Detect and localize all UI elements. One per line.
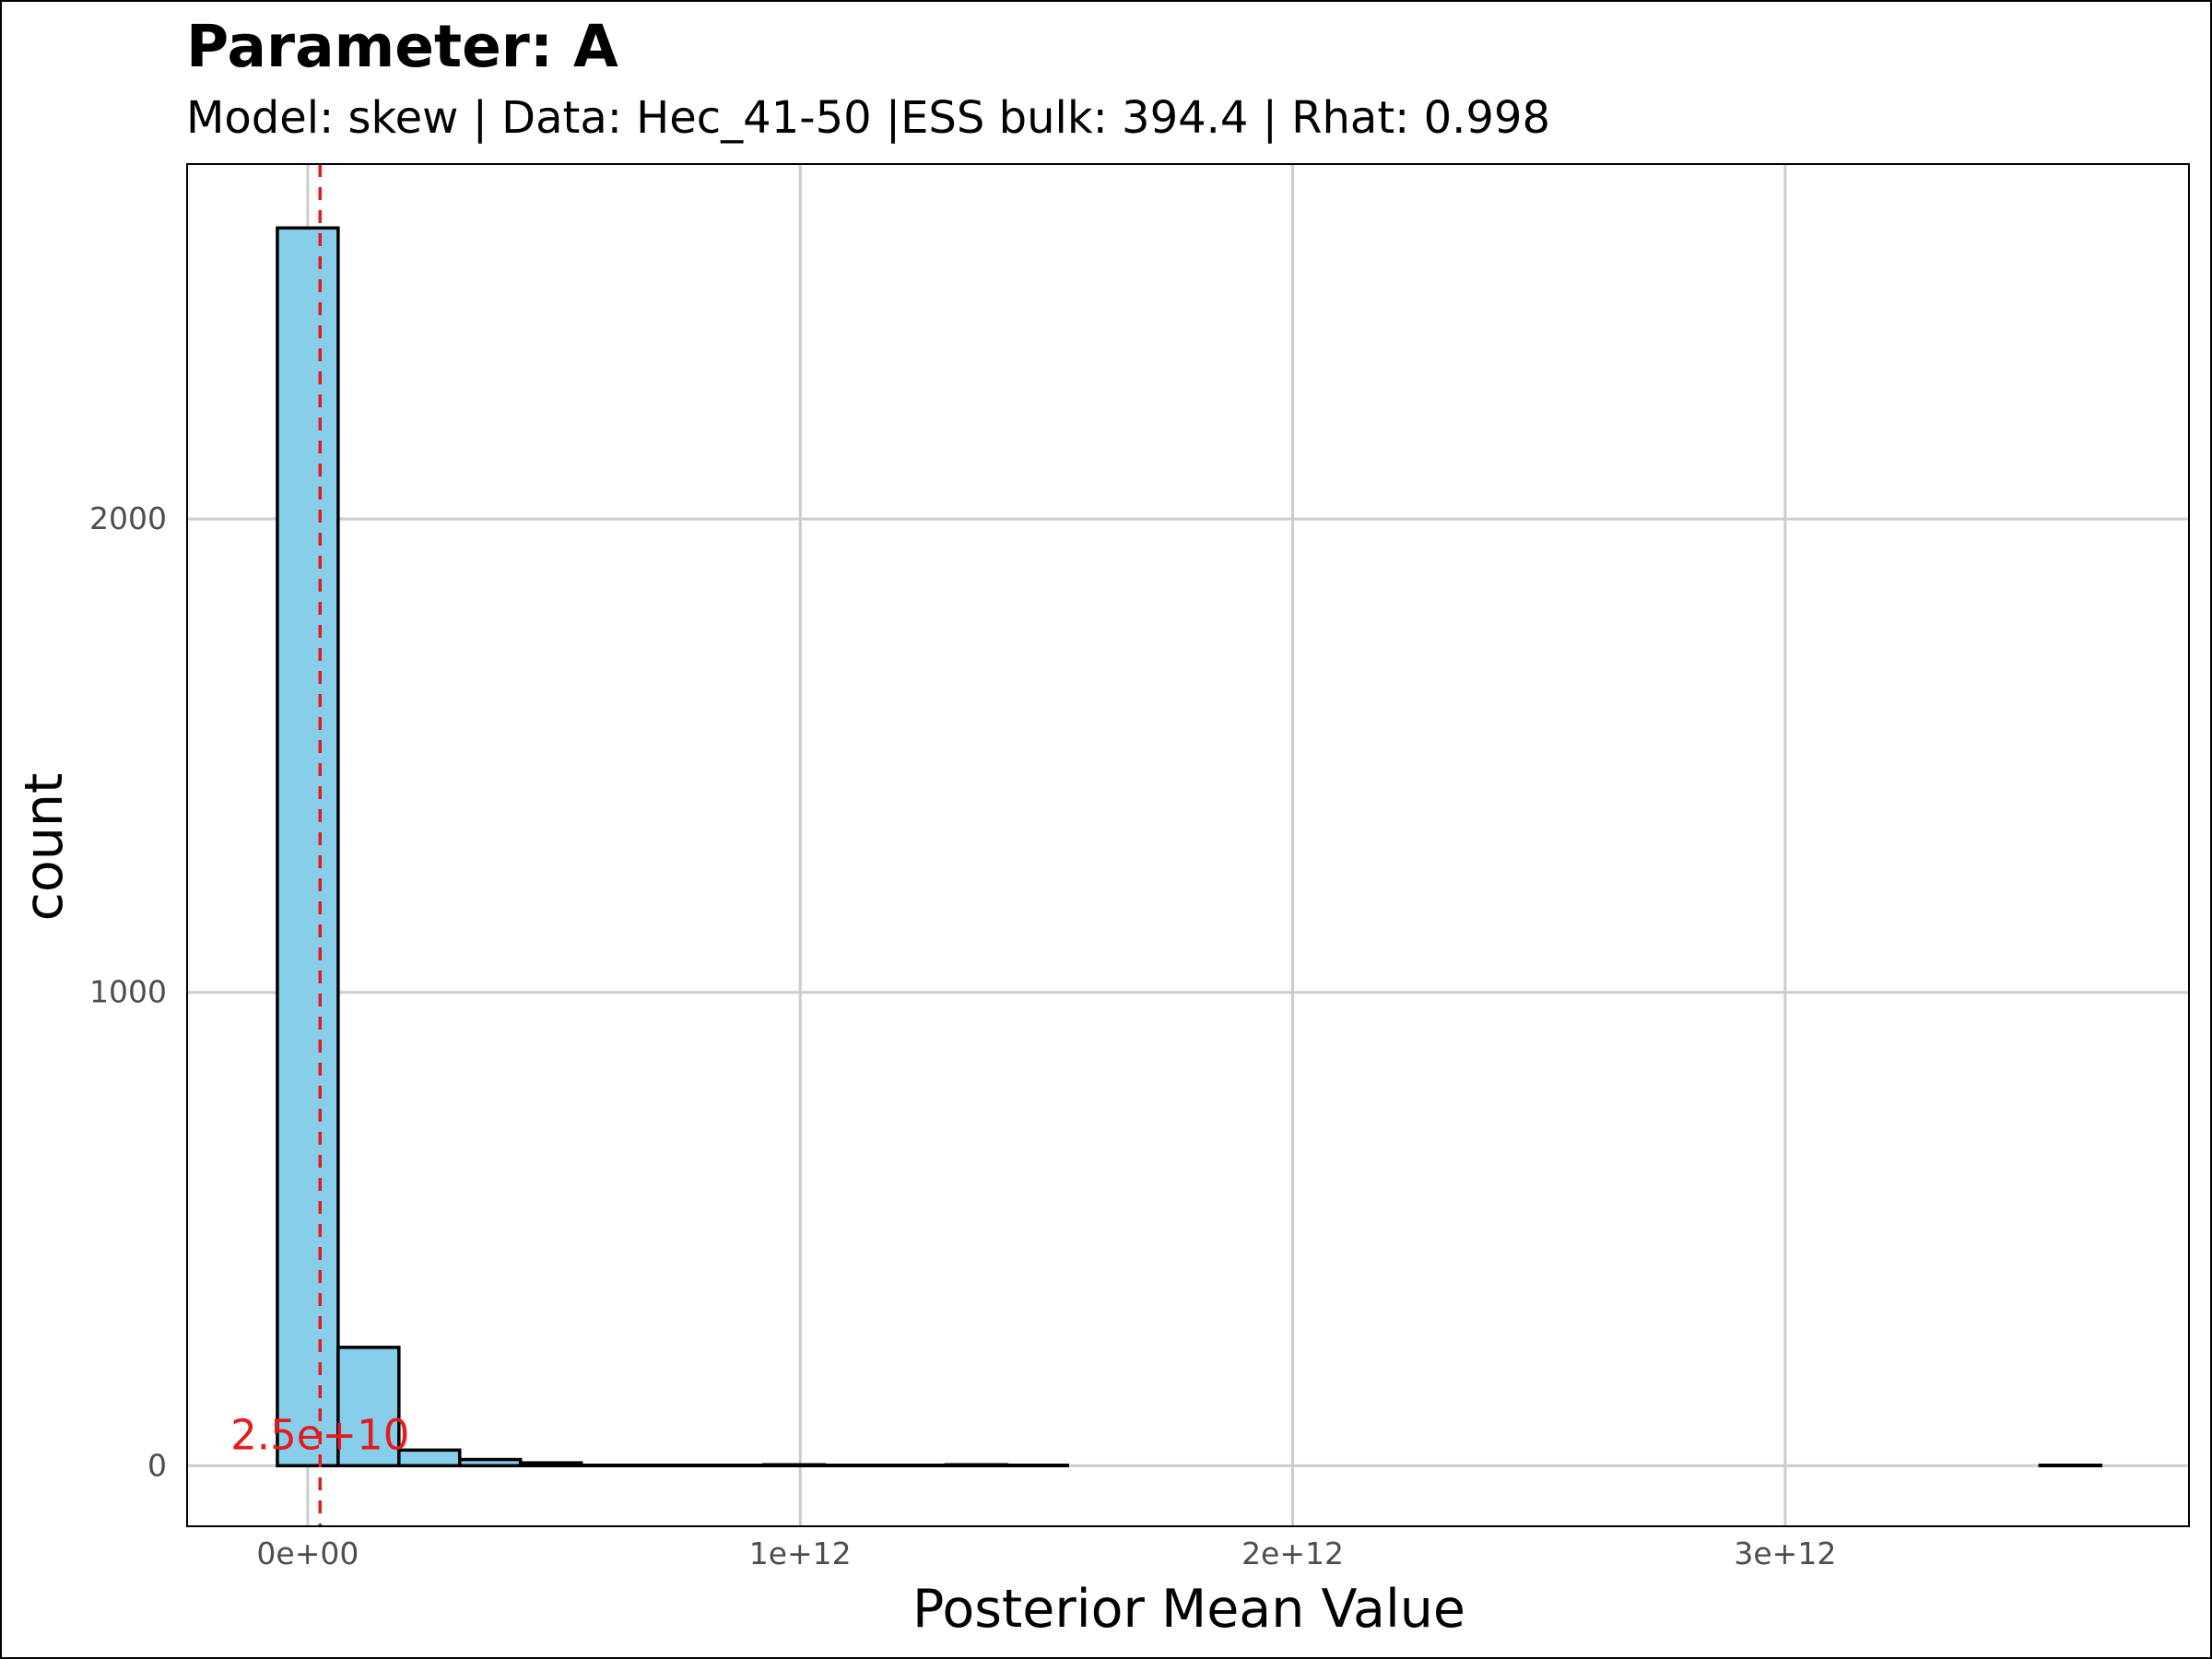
chart-subtitle: Model: skew | Data: Hec_41-50 |ESS bulk:… [186, 92, 1550, 144]
histogram-bar [640, 1464, 705, 1468]
histogram-bar [579, 1464, 644, 1468]
x-tick-label: 0e+00 [256, 1535, 359, 1571]
chart-title: Parameter: A [186, 13, 618, 80]
histogram-bar [336, 1346, 401, 1468]
histogram-bar [397, 1448, 462, 1468]
y-tick-label: 0 [147, 1447, 167, 1483]
histogram-bar [458, 1457, 523, 1468]
x-tick-label: 1e+12 [749, 1535, 852, 1571]
y-axis-title: count [14, 773, 75, 922]
plot-panel-border [186, 163, 2190, 1527]
histogram-bar [700, 1464, 766, 1468]
histogram-bar [1005, 1464, 1069, 1468]
plot-area: 2.5e+10 0 1000 2000 0e+00 1e+12 2e+12 3e+12 [89, 163, 2190, 1571]
histogram-bar [276, 226, 340, 1468]
histogram-bar [822, 1464, 888, 1468]
reference-line-label: 2.5e+10 [230, 1410, 409, 1459]
histogram-bar [883, 1464, 948, 1468]
histogram-bar [2038, 1464, 2103, 1468]
y-tick-label: 2000 [89, 500, 167, 536]
histogram-bar [518, 1461, 583, 1468]
x-axis-title: Posterior Mean Value [912, 1579, 1465, 1640]
x-tick-label: 3e+12 [1734, 1535, 1836, 1571]
x-tick-label: 2e+12 [1241, 1535, 1344, 1571]
y-tick-label: 1000 [89, 974, 167, 1010]
